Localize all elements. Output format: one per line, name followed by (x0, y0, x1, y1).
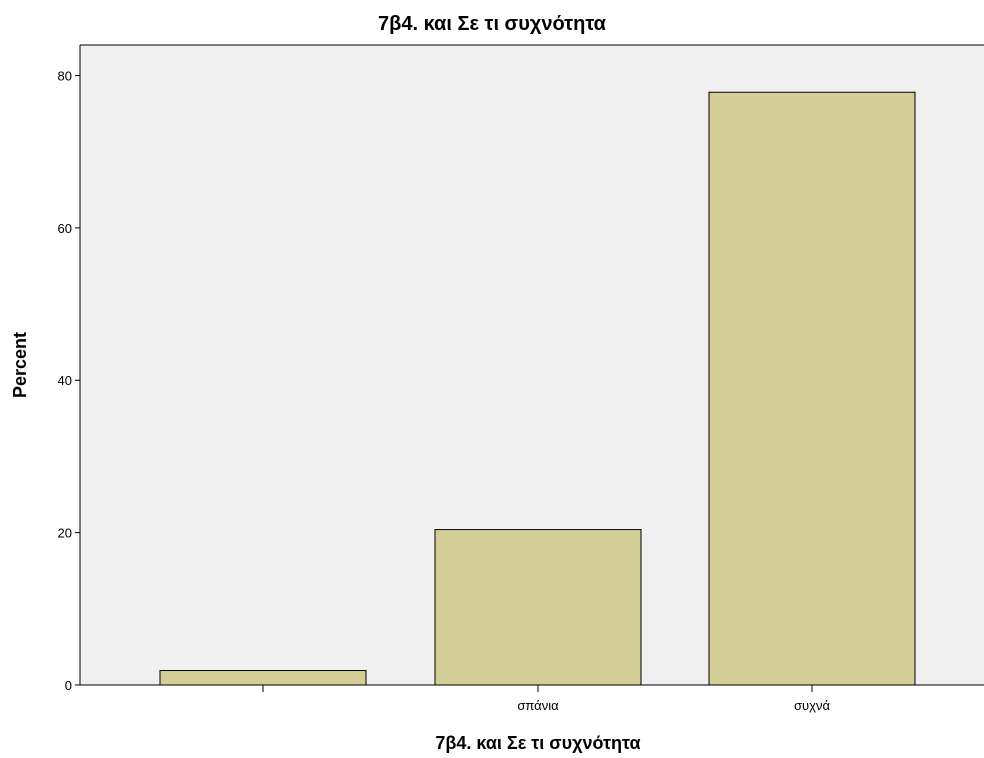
y-axis-ticks: 0 20 40 60 80 (58, 68, 80, 693)
y-tick-label: 60 (58, 221, 72, 236)
y-axis-title: Percent (10, 332, 30, 398)
bars-group (159, 91, 916, 686)
y-tick-label: 80 (58, 68, 72, 83)
x-tick-label: συχνά (794, 698, 830, 713)
y-tick-label: 20 (58, 526, 72, 541)
bar-1 (159, 670, 367, 686)
x-axis-title: 7β4. και Σε τι συχνότητα (435, 733, 640, 753)
chart-title: 7β4. και Σε τι συχνότητα (378, 13, 607, 35)
bar-3 (708, 91, 916, 686)
y-tick-label: 0 (65, 678, 72, 693)
x-axis-ticks: σπάνια συχνά (262, 685, 830, 713)
bar-2 (434, 529, 642, 686)
y-tick-label: 40 (58, 373, 72, 388)
x-tick-label: σπάνια (517, 698, 559, 713)
